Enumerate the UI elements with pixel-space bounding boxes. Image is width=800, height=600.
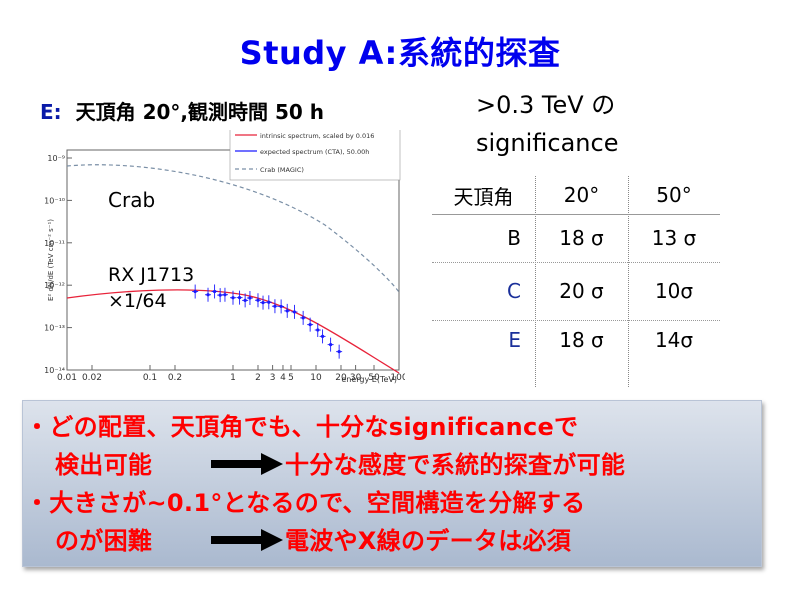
data-point <box>192 284 199 299</box>
x-tick-label: 5 <box>288 373 294 383</box>
data-point <box>230 290 236 305</box>
data-point <box>300 310 307 325</box>
table-row-source-b: B <box>507 226 521 250</box>
chart-legend: intrinsic spectrum, scaled by 0.016 expe… <box>229 125 401 181</box>
right-arrow-icon <box>211 529 283 551</box>
table-header-divider <box>432 214 720 215</box>
data-point <box>242 293 249 308</box>
y-axis-label: E² dN/dE (TeV cm⁻² s⁻¹) <box>47 219 55 301</box>
table-header-50deg: 50° <box>656 183 692 207</box>
table-row-source-e: E <box>508 328 521 352</box>
conclusion-line-4b: 電波やX線のデータは必須 <box>285 527 572 555</box>
significance-heading: >0.3 TeV の significance <box>476 86 618 162</box>
right-arrow-icon <box>211 453 283 475</box>
x-tick-label: 30 <box>350 373 362 383</box>
data-point <box>271 299 278 314</box>
page-title: Study A:系統的探査 <box>239 34 561 72</box>
observation-details: 天頂角 20°,観測時間 50 h <box>75 100 324 124</box>
data-point <box>291 304 298 319</box>
data-point <box>221 287 228 302</box>
table-header-zenith: 天頂角 <box>453 184 514 209</box>
data-point <box>260 295 267 310</box>
source-label: E: <box>40 100 62 124</box>
table-header-20deg: 20° <box>563 183 600 207</box>
x-tick-label: 50 <box>368 373 380 383</box>
table-cell-c-50: 10σ <box>654 279 694 303</box>
data-point <box>217 288 224 303</box>
data-point <box>211 284 218 299</box>
spectrum-chart: E² dN/dE (TeV cm⁻² s⁻¹) 10⁻⁹ 10⁻¹⁰ 10⁻¹¹ 10… <box>44 125 408 385</box>
table-row-divider-1 <box>432 262 720 263</box>
data-point <box>236 290 243 305</box>
data-point <box>319 329 326 344</box>
data-point <box>265 295 272 310</box>
data-point <box>307 317 314 332</box>
x-tick-label: 3 <box>270 373 276 383</box>
y-tick-label: 10⁻¹¹ <box>45 239 65 248</box>
table-cell-e-20: 18 σ <box>559 328 604 352</box>
conclusion-line-2a: 検出可能 <box>55 451 153 479</box>
data-point <box>314 323 321 338</box>
table-cell-c-20: 20 σ <box>559 279 604 303</box>
x-tick-label: 4 <box>280 373 286 383</box>
legend-intrinsic: intrinsic spectrum, scaled by 0.016 <box>260 132 374 140</box>
significance-table: 天頂角 20° 50° B 18 σ 13 σ C 20 σ 10σ E 18 … <box>432 176 720 387</box>
data-point <box>278 299 285 314</box>
table-col-divider-2 <box>628 176 629 387</box>
data-point <box>254 293 261 308</box>
table-cell-e-50: 14σ <box>654 328 694 352</box>
legend-crab: Crab (MAGIC) <box>260 166 304 174</box>
table-cell-b-20: 18 σ <box>559 226 604 250</box>
crab-magic-curve <box>66 164 400 293</box>
data-point <box>205 287 212 302</box>
table-row-divider-2 <box>432 320 720 321</box>
conclusion-line-3: ・大きさが~0.1°となるので、空間構造を分解する <box>25 489 586 517</box>
y-tick-label: 10⁻⁹ <box>47 154 65 163</box>
conclusion-line-4a: のが困難 <box>55 527 153 555</box>
x-tick-label: 0.2 <box>168 373 182 383</box>
expected-spectrum-points <box>192 284 343 359</box>
data-point <box>336 344 343 359</box>
significance-heading-line1: >0.3 TeV の <box>476 91 616 119</box>
x-tick-label: 10 <box>310 373 322 383</box>
legend-expected: expected spectrum (CTA), 50.00h <box>260 148 369 156</box>
data-point <box>246 291 253 306</box>
significance-heading-line2: significance <box>476 129 619 157</box>
x-axis-label: energy E(TeV) <box>341 375 397 384</box>
rx-annotation: RX J1713 ×1/64 <box>108 262 194 314</box>
observation-conditions: E: 天頂角 20°,観測時間 50 h <box>40 96 324 125</box>
crab-annotation: Crab <box>108 188 156 212</box>
plot-frame <box>66 149 400 371</box>
y-tick-label: 10⁻¹³ <box>45 324 65 333</box>
data-point <box>284 303 291 318</box>
y-tick-label: 10⁻¹² <box>45 281 65 290</box>
conclusion-box: ・どの配置、天頂角でも、十分なsignificanceで 検出可能 十分な感度で… <box>22 400 762 567</box>
x-tick-label: 2 <box>255 373 261 383</box>
x-tick-label: 1 <box>230 373 236 383</box>
data-point <box>327 337 334 352</box>
x-tick-label: 0.02 <box>82 373 102 383</box>
x-tick-label: 0.01 <box>57 373 77 383</box>
x-tick-label: 100 <box>390 373 405 383</box>
table-col-divider-1 <box>535 176 536 387</box>
table-cell-b-50: 13 σ <box>651 226 697 250</box>
legend-box <box>229 125 401 181</box>
conclusion-line-1: ・どの配置、天頂角でも、十分なsignificanceで <box>25 413 579 441</box>
rx-annotation-line1: RX J1713 <box>108 264 195 286</box>
x-tick-label: 20 <box>335 373 347 383</box>
spectrum-chart-svg: E² dN/dE (TeV cm⁻² s⁻¹) 10⁻⁹10⁻¹⁰10⁻¹¹10… <box>44 125 408 384</box>
rx-annotation-line2: ×1/64 <box>108 290 167 312</box>
y-tick-label: 10⁻¹⁴ <box>45 366 65 375</box>
conclusion-line-2b: 十分な感度で系統的探査が可能 <box>285 451 626 479</box>
x-tick-label: 0.1 <box>143 373 157 383</box>
table-row-source-c: C <box>507 279 521 303</box>
y-tick-label: 10⁻¹⁰ <box>45 196 65 205</box>
